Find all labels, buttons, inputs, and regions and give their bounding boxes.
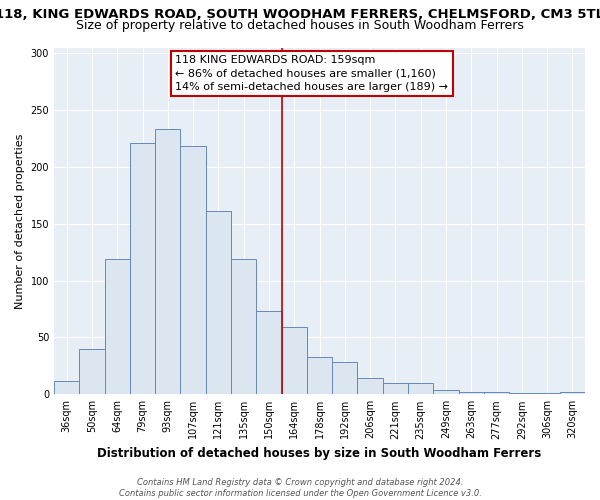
Bar bbox=[130, 143, 155, 395]
Bar bbox=[408, 383, 433, 394]
Bar bbox=[54, 380, 79, 394]
Bar bbox=[383, 383, 408, 394]
Bar bbox=[206, 211, 231, 394]
X-axis label: Distribution of detached houses by size in South Woodham Ferrers: Distribution of detached houses by size … bbox=[97, 447, 542, 460]
Bar bbox=[155, 130, 181, 394]
Bar bbox=[458, 392, 484, 394]
Bar bbox=[181, 146, 206, 394]
Bar bbox=[231, 259, 256, 394]
Bar bbox=[433, 390, 458, 394]
Text: Contains HM Land Registry data © Crown copyright and database right 2024.
Contai: Contains HM Land Registry data © Crown c… bbox=[119, 478, 481, 498]
Bar bbox=[307, 357, 332, 395]
Bar bbox=[535, 393, 560, 394]
Text: 118, KING EDWARDS ROAD, SOUTH WOODHAM FERRERS, CHELMSFORD, CM3 5TL: 118, KING EDWARDS ROAD, SOUTH WOODHAM FE… bbox=[0, 8, 600, 20]
Bar bbox=[509, 393, 535, 394]
Bar bbox=[104, 259, 130, 394]
Bar bbox=[560, 392, 585, 394]
Y-axis label: Number of detached properties: Number of detached properties bbox=[15, 133, 25, 308]
Bar bbox=[332, 362, 358, 394]
Text: Size of property relative to detached houses in South Woodham Ferrers: Size of property relative to detached ho… bbox=[76, 19, 524, 32]
Bar bbox=[358, 378, 383, 394]
Bar bbox=[281, 327, 307, 394]
Text: 118 KING EDWARDS ROAD: 159sqm
← 86% of detached houses are smaller (1,160)
14% o: 118 KING EDWARDS ROAD: 159sqm ← 86% of d… bbox=[175, 56, 448, 92]
Bar bbox=[256, 312, 281, 394]
Bar bbox=[79, 349, 104, 395]
Bar bbox=[484, 392, 509, 394]
